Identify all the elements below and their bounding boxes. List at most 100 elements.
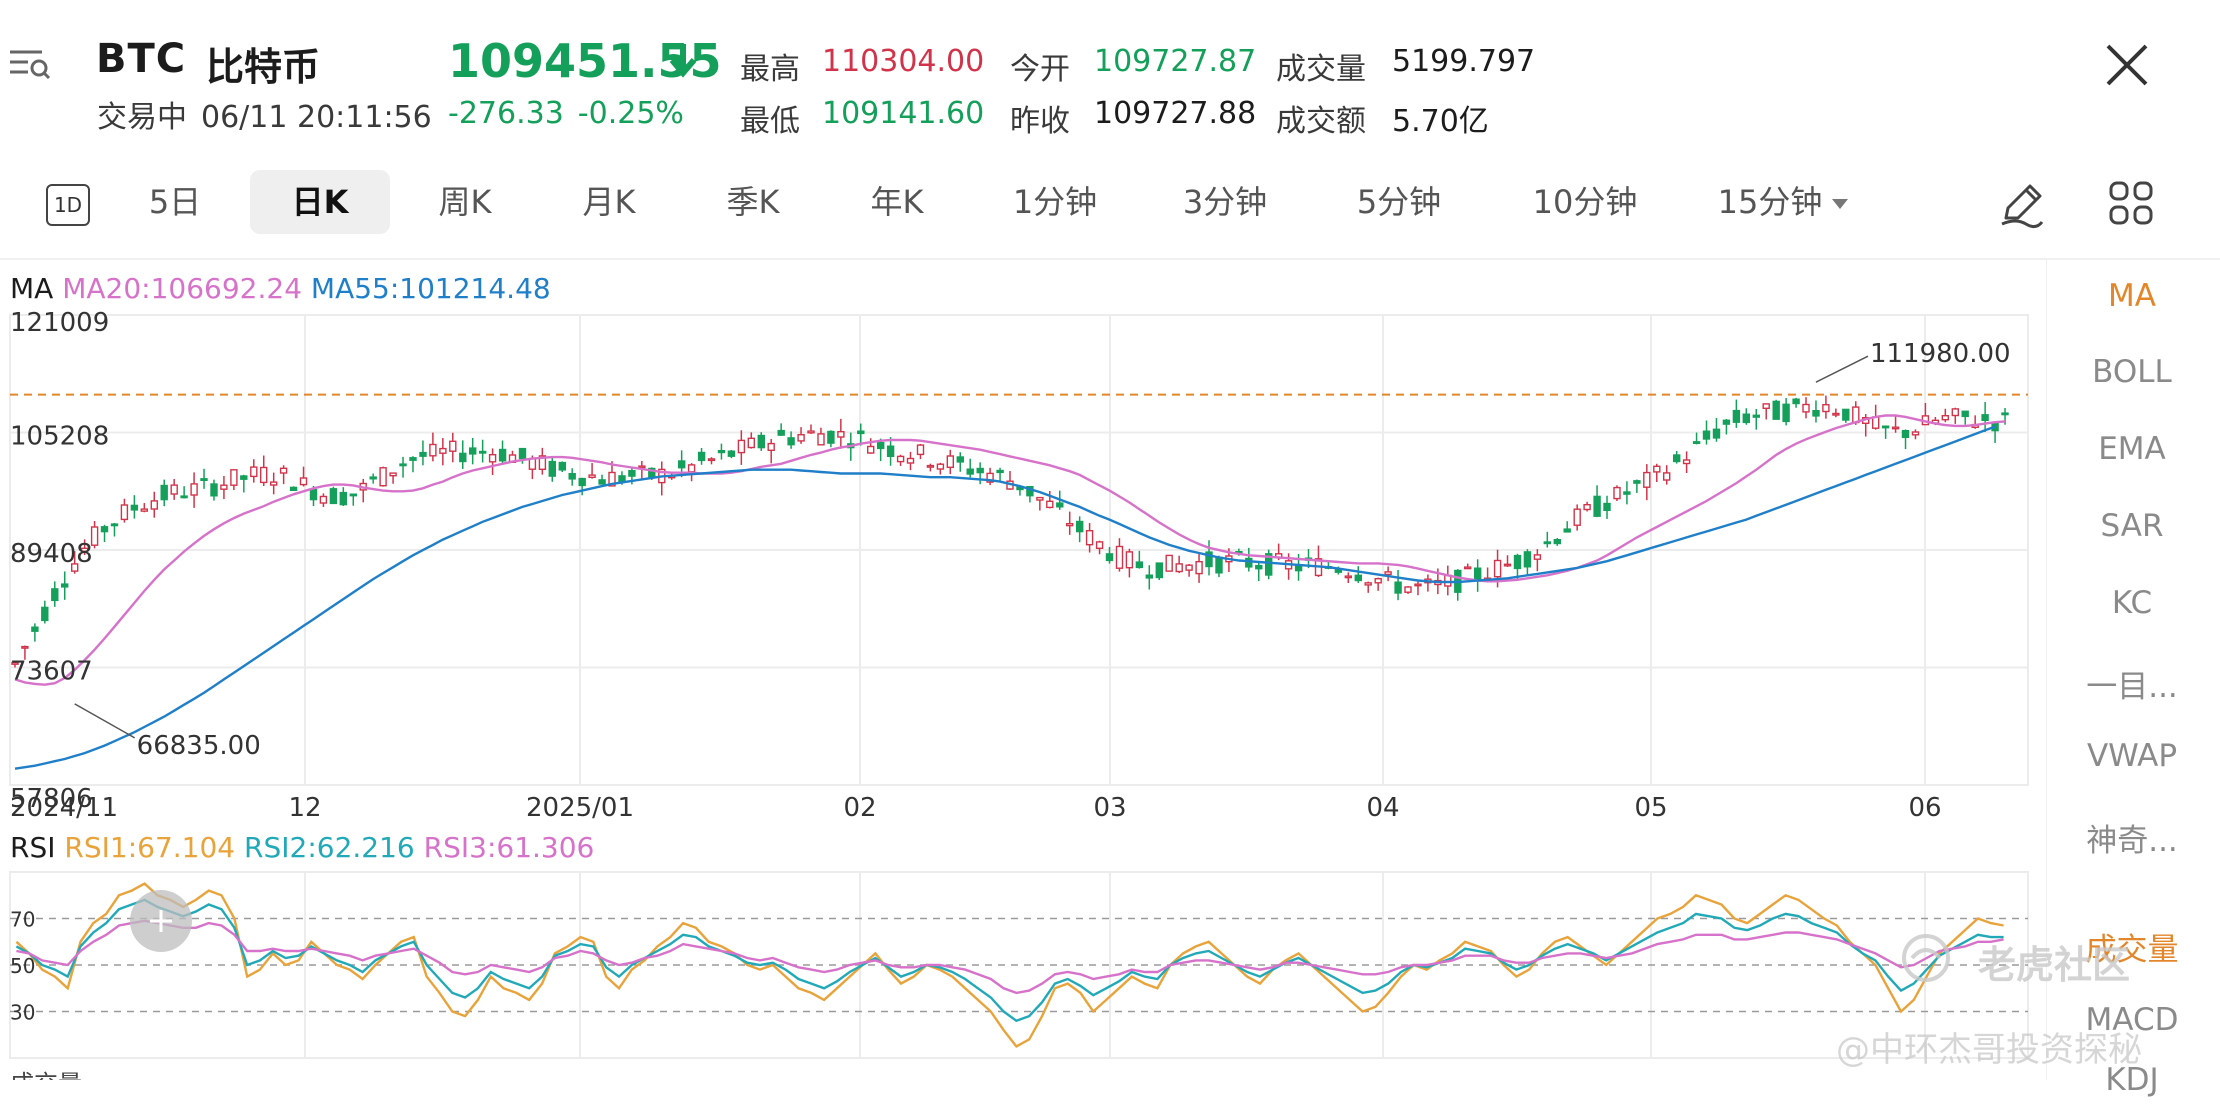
tab-5-min[interactable]: 5分钟 <box>1356 183 1442 221</box>
candle-down <box>110 523 119 527</box>
tab-15-min-dropdown[interactable]: 15分钟 <box>1708 170 1858 234</box>
candle-up <box>608 471 616 487</box>
candle-up <box>1503 563 1512 567</box>
draw-pencil-icon[interactable] <box>1996 178 2048 230</box>
candle-down <box>1623 491 1631 495</box>
grid-layout-icon[interactable] <box>2108 180 2154 226</box>
change-percent: -0.25% <box>577 96 684 131</box>
stat-value-high: 110304.00 <box>822 44 985 79</box>
candle-down <box>200 478 208 481</box>
toolbar-divider <box>0 258 2220 260</box>
indicator-item[interactable]: MACD <box>2085 1002 2179 1038</box>
candle-up <box>1573 508 1581 526</box>
candle-down <box>1394 581 1402 594</box>
list-menu-icon[interactable] <box>8 44 52 84</box>
candle-down <box>1543 541 1552 545</box>
candle-up <box>1891 426 1900 430</box>
tab-year-k[interactable]: 年K <box>870 183 924 221</box>
stat-value-turnover: 5.70亿 <box>1392 104 1489 139</box>
tab-5-day[interactable]: 5日 <box>148 183 202 221</box>
candle-down <box>1563 528 1571 533</box>
indicator-item[interactable]: 成交量 <box>2085 932 2179 968</box>
candle-down <box>130 504 139 511</box>
candle-down <box>757 434 765 449</box>
candle-down <box>309 489 318 501</box>
candle-up <box>429 443 437 457</box>
tab-3-min[interactable]: 3分钟 <box>1182 183 1268 221</box>
indicator-item[interactable]: 一目... <box>2086 669 2178 705</box>
candle-up <box>1085 530 1094 546</box>
candle-up <box>449 440 457 452</box>
ma-legend-label: MA <box>10 272 54 305</box>
candle-up <box>319 495 328 504</box>
y-axis-tick-label: 105208 <box>10 422 109 452</box>
candle-up <box>747 437 755 449</box>
change-value: -276.33 <box>448 96 564 131</box>
candle-down <box>697 451 706 462</box>
stat-label-volume: 成交量 <box>1276 52 1366 87</box>
candle-down <box>1792 398 1800 405</box>
indicator-item[interactable]: EMA <box>2098 431 2166 467</box>
watermark-author: @中环杰哥投资探秘 <box>1836 1030 2142 1070</box>
candle-up <box>70 563 79 572</box>
indicator-item[interactable]: KC <box>2111 585 2153 621</box>
candle-up <box>1175 563 1183 573</box>
stat-value-volume: 5199.797 <box>1392 44 1536 79</box>
candle-down <box>1135 561 1144 569</box>
indicator-item[interactable]: SAR <box>2100 508 2164 544</box>
tab-quarter-k[interactable]: 季K <box>726 183 780 221</box>
candle-up <box>389 472 397 477</box>
candle-up <box>896 455 905 463</box>
candle-down <box>349 493 357 497</box>
candle-up <box>1095 541 1104 550</box>
indicator-item[interactable]: MA <box>2108 278 2156 314</box>
close-icon[interactable] <box>2102 40 2152 90</box>
candle-up <box>1662 472 1671 481</box>
candle-up <box>1195 561 1203 575</box>
candle-down <box>180 495 188 499</box>
candle-down <box>1593 495 1601 517</box>
candle-down <box>469 447 477 455</box>
candle-down <box>996 469 1004 474</box>
candle-up <box>1165 554 1173 572</box>
candle-down <box>409 457 417 461</box>
candle-up <box>299 477 308 486</box>
candle-up <box>837 431 845 438</box>
candle-down <box>598 479 606 485</box>
candle-down <box>1205 551 1213 568</box>
indicator-item[interactable]: BOLL <box>2092 354 2172 390</box>
candle-down <box>956 456 964 463</box>
candle-down <box>787 437 795 446</box>
candle-up <box>946 455 954 469</box>
candle-up <box>90 526 99 546</box>
indicator-item[interactable]: 神奇... <box>2086 823 2178 859</box>
candle-down <box>568 473 576 480</box>
y-axis-tick-label: 121009 <box>10 308 109 338</box>
ma55-legend: MA55:101214.48 <box>310 272 551 305</box>
tab-1-min[interactable]: 1分钟 <box>1012 183 1098 221</box>
stat-label-high: 最高 <box>740 52 800 87</box>
tab-day-k[interactable]: 日K <box>250 170 390 234</box>
asset-name: 比特币 <box>206 45 321 89</box>
candle-up <box>926 464 935 468</box>
tab-week-k[interactable]: 周K <box>438 183 492 221</box>
candle-down <box>1732 409 1741 423</box>
rsi3-legend: RSI3:61.306 <box>423 831 595 864</box>
candle-up <box>270 481 278 486</box>
candle-up <box>1185 564 1193 571</box>
candle-down <box>1842 408 1850 421</box>
stat-label-open: 今开 <box>1010 52 1070 87</box>
candle-down <box>399 463 407 467</box>
tab-month-k[interactable]: 月K <box>582 183 636 221</box>
candle-down <box>717 450 726 454</box>
period-1d-badge[interactable]: 1D <box>46 184 90 226</box>
tab-10-min[interactable]: 10分钟 <box>1532 183 1638 221</box>
x-axis-tick-label: 06 <box>1908 793 1941 823</box>
indicator-item[interactable]: VWAP <box>2086 738 2178 774</box>
candle-up <box>1046 500 1054 509</box>
tiger-logo-icon <box>1902 934 1950 982</box>
chart-floating-button[interactable] <box>130 890 192 952</box>
candle-up <box>687 464 696 473</box>
candle-down <box>329 488 338 505</box>
